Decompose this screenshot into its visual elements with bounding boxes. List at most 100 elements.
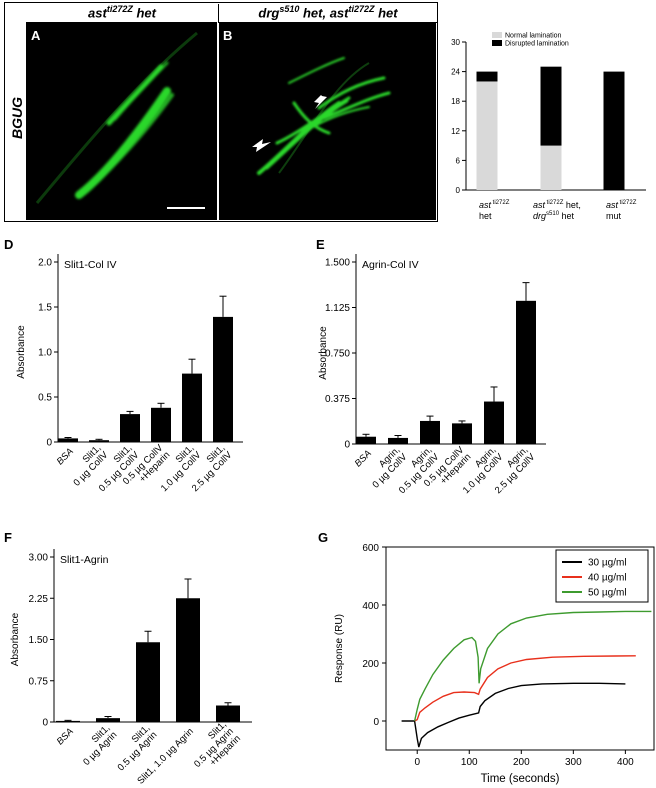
- x-tick-label-line2: drgs510 het: [533, 211, 575, 221]
- bar: [516, 300, 536, 444]
- bar: [356, 436, 376, 444]
- bar: [182, 373, 202, 442]
- x-tick-label: 100: [461, 757, 478, 768]
- panel-a-letter: A: [31, 28, 41, 43]
- y-tick-label: 18: [451, 97, 460, 106]
- bar: [213, 316, 233, 442]
- panel-b-title-p3: het: [374, 5, 398, 21]
- x-tick-label-suffix: het: [559, 211, 575, 221]
- x-tick-label-allele: ti272Z: [491, 200, 510, 206]
- chart-e: 0 0.375 0.750 1.125 1.500 Absorbance Agrin-Col…: [318, 254, 546, 496]
- chart-title: Slit1-Agrin: [60, 554, 109, 566]
- x-tick-label-line2: mut: [606, 211, 622, 221]
- y-tick-label: 1.5: [38, 303, 52, 314]
- legend-swatch: [492, 32, 502, 38]
- x-axis-label: Time (seconds): [481, 773, 560, 785]
- plot-frame: [385, 546, 655, 751]
- y-tick-label: 3.00: [29, 553, 49, 564]
- y-axis-label: Number of embryos: [426, 74, 437, 158]
- legend-swatch: [492, 40, 502, 46]
- y-tick-label: 0.5: [38, 393, 52, 404]
- y-tick-label: 1.125: [325, 303, 350, 314]
- chart-title: Slit1-Col IV: [64, 259, 117, 271]
- x-tick-label: BSA: [55, 446, 76, 467]
- panel-a-title-sup: ti272Z: [106, 4, 133, 14]
- micrograph-a: [27, 23, 217, 220]
- y-tick-label: 12: [451, 127, 460, 136]
- bar: [136, 642, 160, 722]
- stacked-bar-segment: [603, 71, 625, 190]
- legend-label: 50 µg/ml: [588, 588, 627, 599]
- y-tick-label: 0: [42, 718, 48, 729]
- y-tick-label: 1.0: [38, 348, 52, 359]
- y-axis-label: Absorbance: [16, 325, 27, 379]
- y-tick-label: 200: [362, 659, 379, 670]
- y-tick-label: 2.25: [29, 594, 49, 605]
- panel-b-title-sup1: s510: [279, 4, 300, 14]
- panel-a-title-suffix: het: [132, 5, 156, 21]
- panel-d-letter: D: [4, 237, 14, 252]
- y-tick-label: 400: [362, 601, 379, 612]
- x-tick-label: BSA: [353, 448, 374, 469]
- bar: [96, 718, 120, 722]
- panel-b-title: drgs510 het, astti272Z het: [218, 4, 437, 23]
- micrograph-b: [219, 23, 436, 220]
- x-tick-label: 400: [617, 757, 634, 768]
- panel-f-letter: F: [4, 530, 12, 545]
- panel-b-title-p1: drg: [258, 5, 280, 21]
- y-tick-label: 1.50: [29, 635, 49, 646]
- legend-label: Disrupted lamination: [505, 41, 569, 48]
- y-tick-label: 1.500: [325, 258, 350, 269]
- x-tick-label: 0: [414, 757, 420, 768]
- panel-a-title-main: ast: [88, 5, 107, 21]
- side-label-box: [4, 22, 27, 220]
- x-tick-label-allele: ti272Z: [618, 200, 637, 206]
- panel-b-title-sup2: ti272Z: [348, 4, 375, 14]
- y-axis-label: Absorbance: [318, 326, 329, 380]
- bar: [452, 423, 472, 444]
- x-tick-label: 300: [565, 757, 582, 768]
- chart-title: Agrin-Col IV: [362, 259, 419, 271]
- y-axis-label: Response (RU): [334, 614, 345, 683]
- bar: [58, 438, 78, 442]
- y-tick-label: 0: [373, 717, 379, 728]
- panel-b-letter: B: [223, 28, 233, 43]
- legend-label: 40 µg/ml: [588, 573, 627, 584]
- x-tick-label-gene: ast: [606, 200, 619, 210]
- series-line: [401, 682, 626, 748]
- side-label: BGUG: [9, 97, 25, 139]
- x-tick-label-suffix: het,: [563, 200, 581, 210]
- x-tick-label: ast ti272Z het,: [533, 200, 581, 210]
- bar: [388, 437, 408, 444]
- series-line: [414, 655, 636, 722]
- chart-f: 0 0.75 1.50 2.25 3.00 Absorbance Slit1-Agrin BS…: [10, 549, 252, 785]
- legend-label: 30 µg/ml: [588, 558, 627, 569]
- x-tick-label: ast ti272Z: [479, 200, 510, 210]
- panel-a-title: astti272Z het: [27, 4, 217, 23]
- chart-g: 0 100 200 300 400 0 200 400 600 Time (seconds) Res…: [334, 543, 655, 785]
- panel-c-letter: C: [424, 24, 434, 39]
- y-tick-label: 30: [451, 38, 460, 47]
- y-tick-label: 24: [451, 68, 460, 77]
- y-tick-label: 2.0: [38, 258, 52, 269]
- stacked-bar-segment: [540, 145, 562, 190]
- y-axis-label: Absorbance: [10, 612, 21, 666]
- bar: [176, 598, 200, 722]
- x-tick-label: ast ti272Z: [606, 200, 637, 210]
- y-tick-label: 6: [456, 156, 461, 165]
- panel-b-title-p2: het, ast: [299, 5, 349, 21]
- panel-g-letter: G: [318, 530, 329, 545]
- bar: [151, 407, 171, 442]
- stacked-bar-segment: [476, 71, 498, 82]
- x-tick-label-gene: drg: [533, 211, 546, 221]
- x-tick-label-allele: s510: [546, 211, 560, 217]
- y-tick-label: 0.750: [325, 349, 350, 360]
- bar: [56, 720, 80, 722]
- y-tick-label: 0.375: [325, 394, 350, 405]
- x-tick-label-line2: het: [479, 211, 492, 221]
- x-tick-label: BSA: [55, 726, 76, 747]
- x-tick-label-allele: ti272Z: [545, 200, 564, 206]
- legend-box: [555, 549, 649, 603]
- panel-ab-frame: [4, 2, 438, 222]
